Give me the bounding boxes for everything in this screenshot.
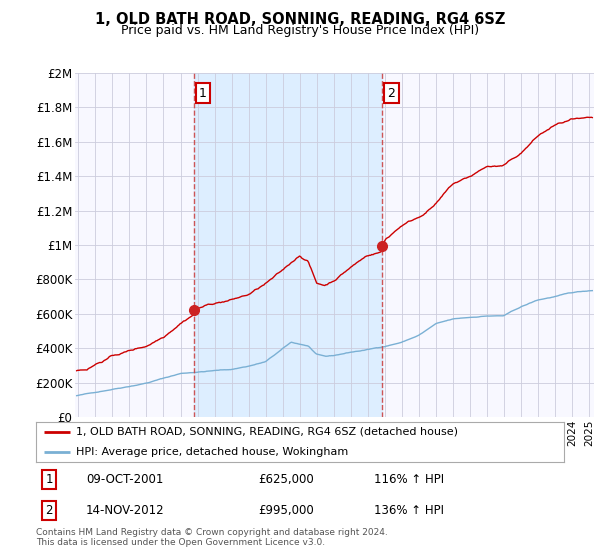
- Text: 1: 1: [199, 87, 207, 100]
- Text: 1, OLD BATH ROAD, SONNING, READING, RG4 6SZ (detached house): 1, OLD BATH ROAD, SONNING, READING, RG4 …: [76, 427, 458, 437]
- Text: £625,000: £625,000: [258, 473, 314, 486]
- Text: 116% ↑ HPI: 116% ↑ HPI: [374, 473, 444, 486]
- Text: HPI: Average price, detached house, Wokingham: HPI: Average price, detached house, Woki…: [76, 447, 348, 457]
- Text: 1: 1: [46, 473, 53, 486]
- Text: 14-NOV-2012: 14-NOV-2012: [86, 504, 165, 517]
- Text: 1, OLD BATH ROAD, SONNING, READING, RG4 6SZ: 1, OLD BATH ROAD, SONNING, READING, RG4 …: [95, 12, 505, 27]
- Text: Contains HM Land Registry data © Crown copyright and database right 2024.
This d: Contains HM Land Registry data © Crown c…: [36, 528, 388, 547]
- Text: 136% ↑ HPI: 136% ↑ HPI: [374, 504, 444, 517]
- Text: £995,000: £995,000: [258, 504, 314, 517]
- Text: 2: 2: [46, 504, 53, 517]
- Text: 09-OCT-2001: 09-OCT-2001: [86, 473, 164, 486]
- Text: Price paid vs. HM Land Registry's House Price Index (HPI): Price paid vs. HM Land Registry's House …: [121, 24, 479, 37]
- Text: 2: 2: [388, 87, 395, 100]
- Bar: [194, 73, 382, 417]
